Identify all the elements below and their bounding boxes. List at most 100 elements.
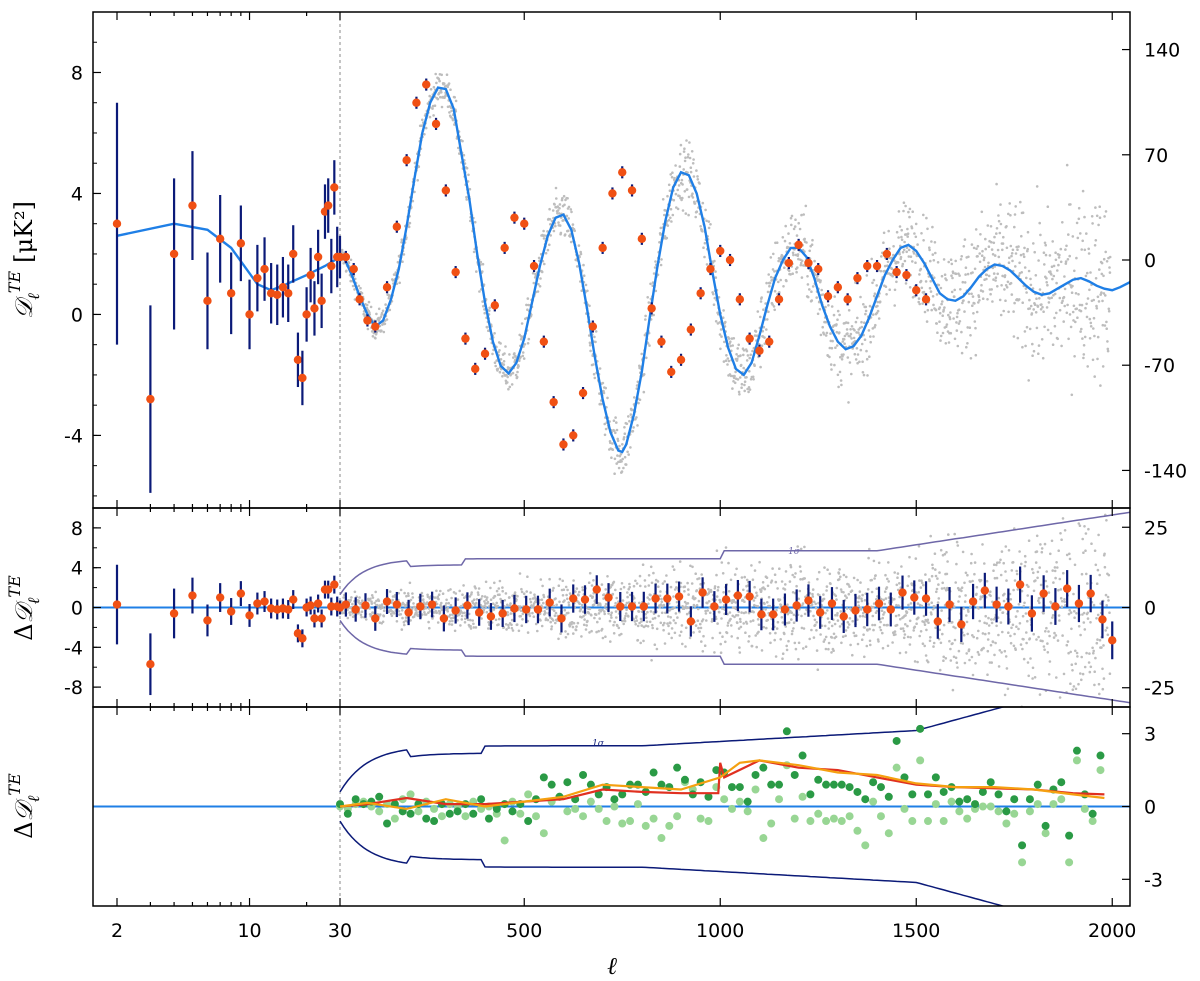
unbinned-point: [990, 621, 994, 625]
unbinned-point: [1050, 265, 1054, 269]
unbinned-point: [1104, 250, 1107, 254]
unbinned-point: [679, 630, 683, 634]
unbinned-point: [868, 304, 872, 308]
unbinned-point: [1010, 254, 1013, 258]
unbinned-point: [883, 602, 887, 606]
unbinned-point: [823, 624, 827, 628]
unbinned-point: [663, 642, 667, 645]
light-green-point: [876, 812, 885, 821]
unbinned-point: [396, 260, 400, 264]
unbinned-point: [910, 226, 914, 230]
unbinned-point: [662, 603, 666, 607]
unbinned-point: [787, 269, 791, 273]
light-green-point: [1018, 858, 1027, 867]
unbinned-point: [813, 618, 817, 622]
unbinned-point: [904, 623, 907, 626]
light-green-point: [939, 817, 948, 826]
unbinned-point: [729, 344, 732, 348]
unbinned-point: [566, 597, 569, 601]
unbinned-point: [820, 624, 824, 627]
unbinned-point: [1031, 677, 1034, 680]
unbinned-point: [1097, 300, 1101, 303]
unbinned-point: [653, 616, 657, 620]
unbinned-point: [349, 258, 353, 262]
unbinned-point: [1018, 261, 1021, 265]
unbinned-point: [400, 628, 404, 631]
unbinned-point: [399, 613, 403, 616]
y-tick-label-left: -8: [64, 677, 83, 699]
unbinned-point: [718, 321, 721, 324]
binned-data-point: [792, 601, 801, 610]
unbinned-point: [860, 325, 864, 329]
unbinned-point: [899, 627, 903, 630]
unbinned-point: [902, 201, 906, 204]
unbinned-point: [749, 620, 752, 623]
unbinned-point: [945, 551, 948, 554]
unbinned-point: [629, 446, 632, 449]
unbinned-point: [391, 598, 394, 602]
binned-data-point: [1062, 584, 1072, 593]
unbinned-point: [850, 325, 854, 328]
unbinned-point: [786, 603, 789, 606]
unbinned-point: [796, 253, 800, 256]
unbinned-point: [901, 627, 905, 630]
unbinned-point: [516, 594, 519, 598]
light-green-point: [390, 814, 399, 823]
unbinned-point: [528, 614, 532, 618]
unbinned-point: [805, 608, 808, 612]
unbinned-point: [767, 273, 770, 276]
unbinned-point: [716, 589, 720, 592]
unbinned-point: [637, 401, 640, 405]
unbinned-point: [706, 609, 709, 612]
light-green-point: [955, 807, 964, 816]
unbinned-point: [647, 574, 651, 577]
unbinned-point: [793, 575, 796, 579]
unbinned-point: [1035, 638, 1038, 641]
unbinned-point: [866, 588, 870, 591]
unbinned-point: [941, 331, 945, 335]
unbinned-point: [719, 347, 722, 351]
unbinned-point: [755, 645, 758, 649]
unbinned-point: [1092, 713, 1095, 716]
unbinned-point: [944, 657, 948, 660]
unbinned-point: [1089, 621, 1092, 624]
unbinned-point: [949, 659, 953, 662]
unbinned-point: [1024, 287, 1028, 290]
unbinned-point: [835, 323, 838, 326]
unbinned-point: [1039, 543, 1042, 546]
unbinned-point: [847, 583, 850, 586]
binned-data-point: [663, 594, 672, 603]
unbinned-point: [804, 204, 808, 208]
unbinned-point: [928, 639, 932, 643]
unbinned-point: [907, 575, 911, 578]
unbinned-point: [773, 308, 776, 312]
unbinned-point: [997, 219, 1001, 223]
unbinned-point: [995, 576, 999, 580]
unbinned-point: [502, 363, 506, 366]
unbinned-point: [622, 622, 625, 626]
unbinned-point: [460, 618, 464, 621]
unbinned-point: [1072, 685, 1076, 688]
unbinned-point: [375, 603, 379, 607]
unbinned-point: [649, 282, 652, 286]
unbinned-point: [1058, 619, 1061, 622]
unbinned-point: [1025, 276, 1028, 280]
unbinned-point: [893, 630, 897, 633]
light-green-point: [892, 763, 901, 772]
unbinned-point: [822, 593, 825, 596]
unbinned-point: [894, 633, 897, 636]
unbinned-point: [979, 233, 982, 236]
unbinned-point: [942, 258, 946, 261]
unbinned-point: [1007, 261, 1011, 265]
unbinned-point: [696, 178, 700, 181]
unbinned-point: [759, 315, 762, 319]
unbinned-point: [663, 580, 666, 583]
unbinned-point: [702, 246, 705, 249]
unbinned-point: [664, 209, 667, 212]
unbinned-point: [797, 257, 800, 261]
unbinned-point: [584, 613, 587, 616]
unbinned-point: [411, 596, 415, 599]
unbinned-point: [606, 575, 609, 578]
binned-data-point: [755, 346, 764, 355]
unbinned-point: [974, 353, 978, 357]
